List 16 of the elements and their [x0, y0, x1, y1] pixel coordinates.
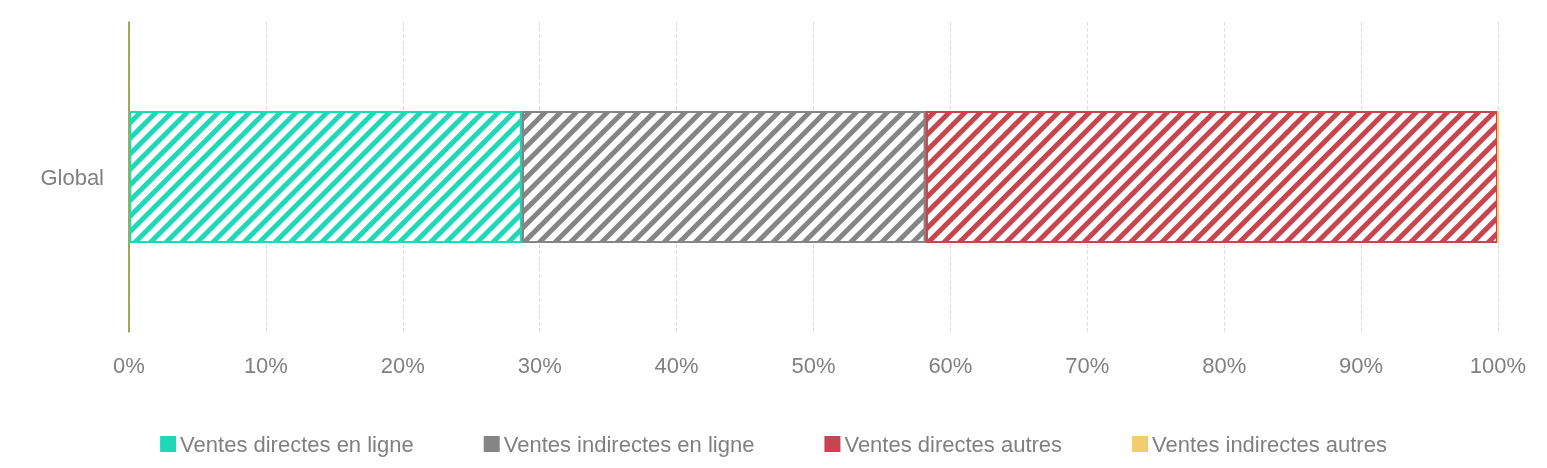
x-tick-label: 30% [517, 352, 562, 378]
x-tick-label: 10% [243, 352, 288, 378]
x-tick-label: 70% [1065, 352, 1110, 378]
x-tick-label: 60% [928, 352, 973, 378]
legend-label: Ventes directes autres [844, 431, 1063, 457]
x-tick-label: 90% [1339, 352, 1384, 378]
legend-label: Ventes indirectes autres [1152, 431, 1387, 457]
y-tick-label: Global [40, 164, 104, 190]
legend-label: Ventes indirectes en ligne [503, 431, 755, 457]
x-tick-label: 20% [380, 352, 425, 378]
x-tick-label: 80% [1202, 352, 1247, 378]
x-tick-label: 0% [113, 352, 145, 378]
legend-label: Ventes directes en ligne [180, 431, 414, 457]
x-tick-label: 40% [654, 352, 699, 378]
x-tick-label: 100% [1469, 352, 1527, 378]
x-tick-label: 50% [791, 352, 836, 378]
